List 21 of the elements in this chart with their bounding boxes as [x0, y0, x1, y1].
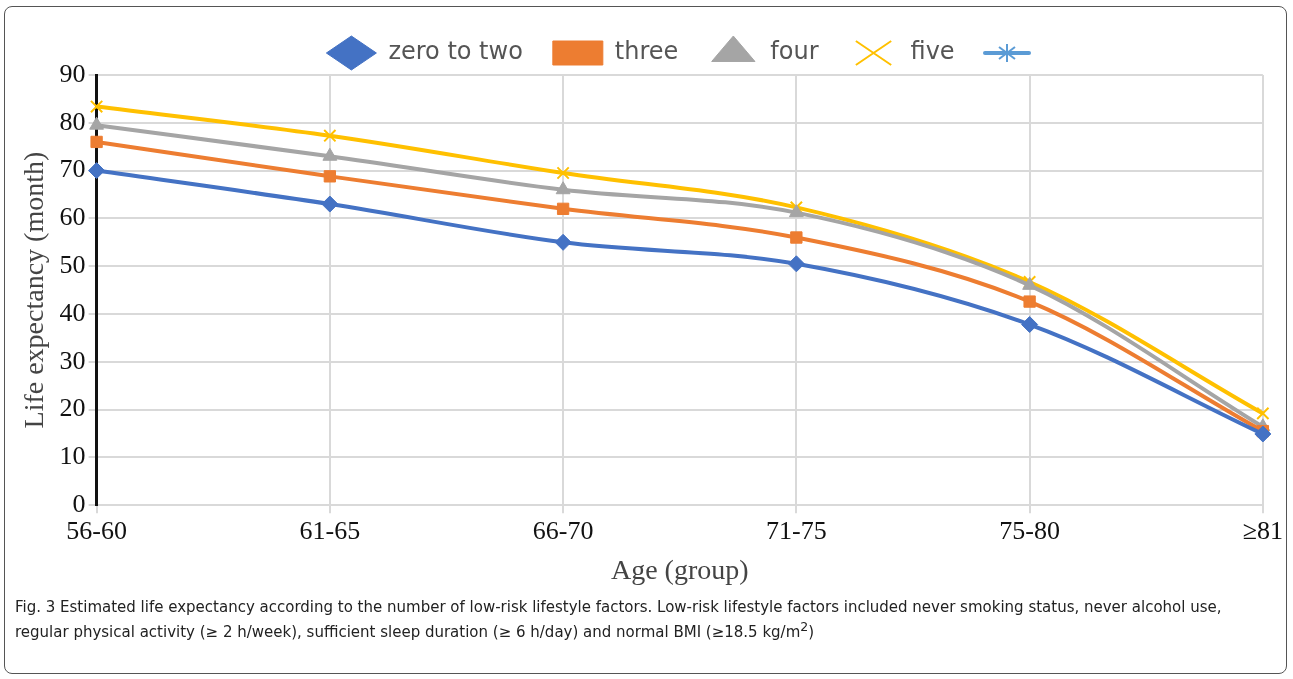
- y-tick-label: 20: [59, 393, 86, 423]
- x-tick-label: ≥81: [1242, 515, 1284, 545]
- y-tick-label: 40: [59, 297, 86, 327]
- caption: Fig. 3 Estimated life expectancy according to the number of low-risk lifestyle factors. Low-risk lifestyle factors included never smoking status, never alcohol use, regular physical activity (≥ 2 h/week), sufficient sleep duration (≥ 6 h/day) and normal BMI (≥18.5 kg/m$^{2}$): [15, 597, 1223, 643]
- x-axis-title: Age (group): [610, 553, 749, 585]
- legend-label: five: [910, 37, 955, 66]
- x-tick-label: 71-75: [766, 515, 827, 545]
- legend-label: three: [614, 37, 679, 66]
- y-tick-label: 70: [59, 154, 86, 184]
- y-tick-label: 90: [59, 58, 86, 88]
- x-tick-label: 61-65: [299, 515, 361, 545]
- y-tick-label: 60: [59, 202, 86, 232]
- x-tick-label: 75-80: [999, 515, 1060, 545]
- legend-label: zero to two: [388, 37, 523, 66]
- y-tick-label: 10: [59, 441, 86, 471]
- legend-label: four: [770, 37, 819, 66]
- y-axis-title: Life expectancy (month): [18, 151, 50, 429]
- y-tick-label: 80: [59, 106, 86, 136]
- x-tick-label: 66-70: [532, 515, 594, 545]
- y-tick-label: 30: [59, 345, 86, 375]
- y-tick-label: 50: [59, 250, 86, 280]
